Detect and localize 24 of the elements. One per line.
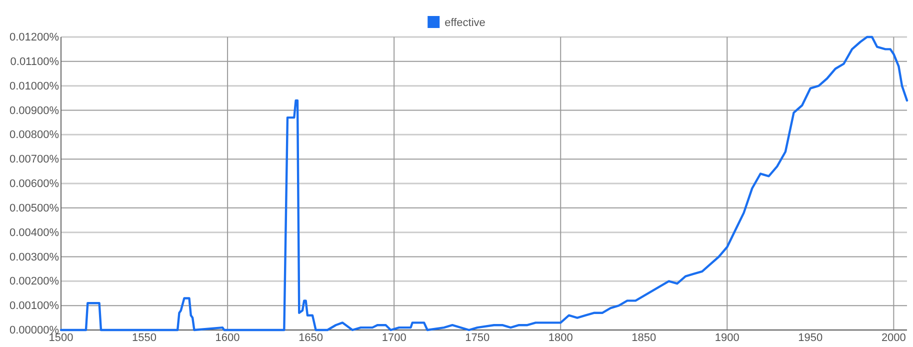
y-tick-label: 0.00600% <box>9 178 60 190</box>
y-tick-label: 0.00700% <box>9 154 60 166</box>
y-tick-label: 0.00400% <box>9 226 60 239</box>
y-tick-label: 0.00500% <box>9 202 60 214</box>
x-tick-label: 1750 <box>465 332 490 344</box>
x-tick-label: 1550 <box>132 332 157 344</box>
x-tick-label: 1600 <box>215 332 240 344</box>
x-tick-label: 1900 <box>714 332 740 344</box>
x-tick-label: 1650 <box>298 332 324 344</box>
y-tick-label: 0.01200% <box>9 32 60 44</box>
y-tick-label: 0.00100% <box>9 300 60 312</box>
x-tick-label: 1800 <box>548 332 573 344</box>
x-tick-label: 1950 <box>798 332 823 344</box>
x-tick-label: 2000 <box>881 332 906 344</box>
x-tick-label: 1700 <box>382 332 406 344</box>
legend-label: effective <box>444 17 486 29</box>
line-series <box>60 36 908 332</box>
y-tick-label: 0.00200% <box>9 276 60 288</box>
y-tick-label: 0.00800% <box>9 129 60 142</box>
y-tick-label: 0.01000% <box>9 80 60 92</box>
y-tick-label: 0.00300% <box>9 251 60 264</box>
y-tick-label: 0.01100% <box>10 56 60 68</box>
x-tick-label: 1850 <box>632 332 656 344</box>
y-tick-label: 0.00900% <box>9 104 60 117</box>
